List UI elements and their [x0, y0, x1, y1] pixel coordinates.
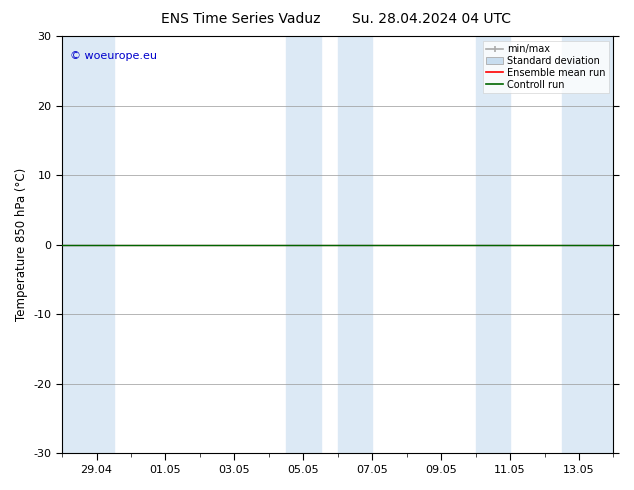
Y-axis label: Temperature 850 hPa (°C): Temperature 850 hPa (°C)	[15, 168, 28, 321]
Text: ENS Time Series Vaduz: ENS Time Series Vaduz	[161, 12, 321, 26]
Bar	[562, 36, 614, 453]
Text: Su. 28.04.2024 04 UTC: Su. 28.04.2024 04 UTC	[352, 12, 510, 26]
Bar	[286, 36, 321, 453]
Text: © woeurope.eu: © woeurope.eu	[70, 51, 157, 61]
Bar	[476, 36, 510, 453]
Bar	[338, 36, 372, 453]
Bar	[62, 36, 113, 453]
Legend: min/max, Standard deviation, Ensemble mean run, Controll run: min/max, Standard deviation, Ensemble me…	[483, 41, 609, 93]
